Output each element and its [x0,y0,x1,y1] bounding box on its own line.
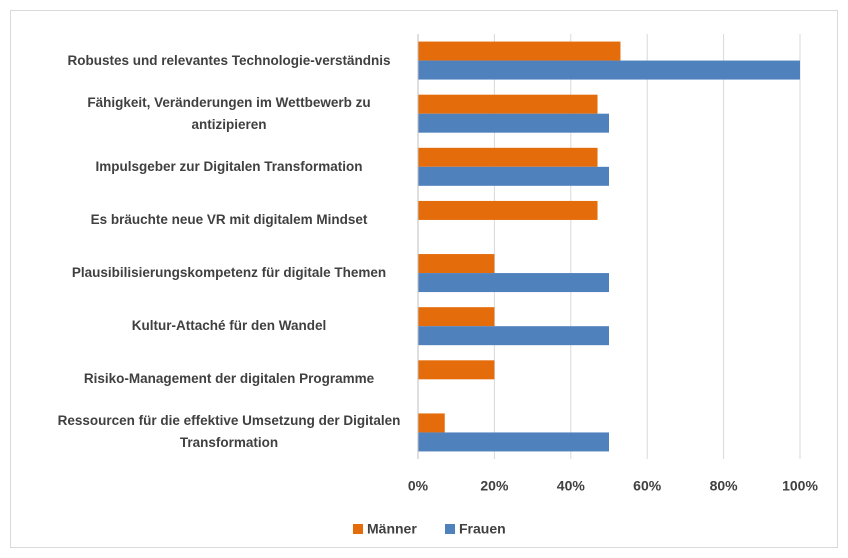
legend-swatch [353,524,363,534]
legend-label: Frauen [459,521,506,537]
bar [418,413,445,433]
bar [418,166,609,186]
bar [418,147,598,167]
bar [418,273,609,293]
x-tick-label: 80% [710,478,739,494]
category-label: Kultur-Attaché für den Wandel [131,318,327,334]
category-label: Fähigkeit, Veränderungen im Wettbewerb z… [87,94,371,132]
category-label: Es bräuchte neue VR mit digitalem Mindse… [90,211,368,227]
x-tick-label: 20% [480,478,509,494]
x-tick-label: 60% [633,478,662,494]
bar [418,41,621,61]
bar [418,307,495,327]
bar [418,360,495,380]
bar [418,113,609,133]
bar [418,432,609,452]
bar [418,326,609,346]
bar [418,254,495,274]
x-tick-label: 0% [408,478,429,494]
category-label: Plausibilisierungskompetenz für digitale… [71,265,387,281]
category-label: Risiko-Management der digitalen Programm… [83,371,375,387]
x-tick-label: 40% [557,478,586,494]
category-label: Robustes und relevantes Technologie-vers… [67,52,391,68]
legend-swatch [445,524,455,534]
category-label: Impulsgeber zur Digitalen Transformation [95,158,363,174]
bar [418,94,598,114]
bar [418,60,800,80]
bar [418,200,598,220]
x-tick-label: 100% [782,478,818,494]
category-label: Ressourcen für die effektive Umsetzung d… [57,413,401,451]
legend-label: Männer [367,521,417,537]
